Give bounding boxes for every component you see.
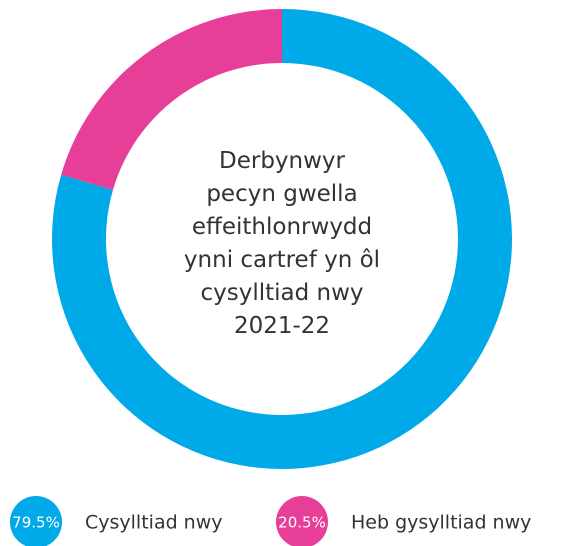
legend-label: Cysylltiad nwy — [85, 512, 223, 534]
chart-title: Derbynwyr pecyn gwella effeithlonrwydd y… — [183, 148, 381, 339]
legend-value-label: 79.5% — [12, 514, 60, 532]
legend-swatch — [10, 496, 62, 546]
donut-segment — [61, 9, 283, 190]
legend-swatch — [276, 496, 328, 546]
legend-value-label: 20.5% — [278, 514, 326, 532]
legend-label: Heb gysylltiad nwy — [351, 512, 531, 534]
